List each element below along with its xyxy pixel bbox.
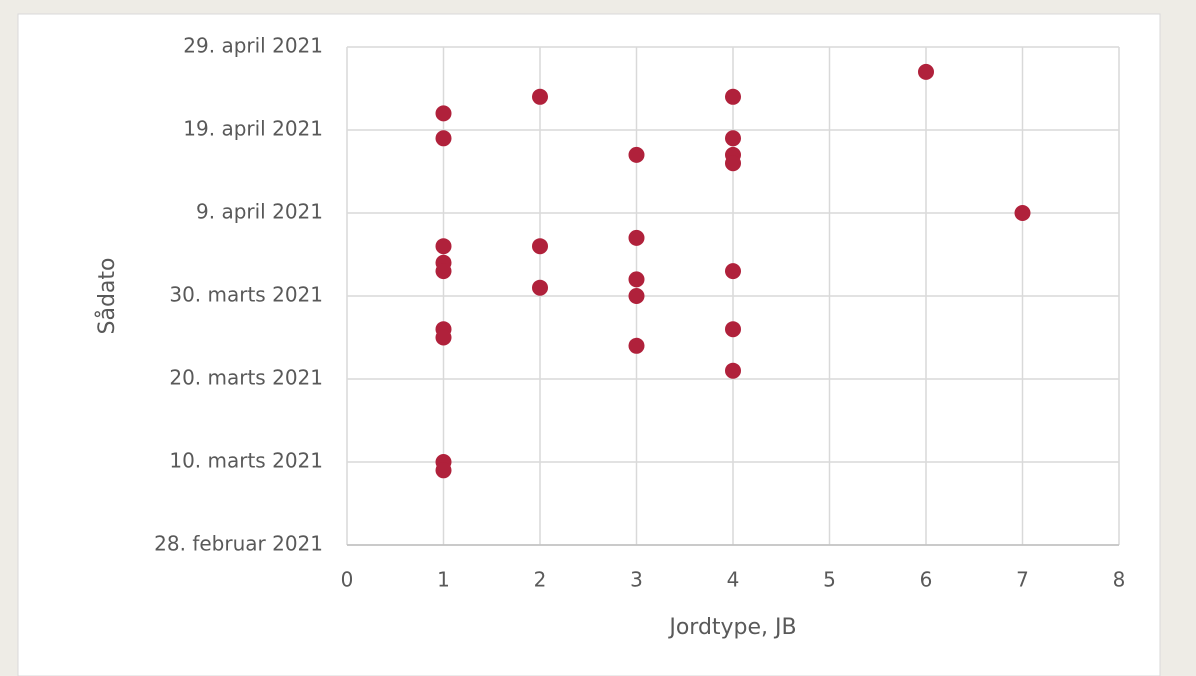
x-tick-label: 2 [534, 568, 547, 592]
data-point [435, 105, 452, 122]
x-tick-label: 5 [823, 568, 836, 592]
chart-area [17, 13, 1161, 676]
x-tick-label: 3 [630, 568, 643, 592]
y-tick-label: 10. marts 2021 [169, 449, 323, 473]
data-point [725, 263, 741, 280]
y-axis-title: Sådato [94, 258, 120, 335]
data-point [532, 279, 548, 296]
y-tick-label: 28. februar 2021 [154, 532, 323, 556]
data-point [435, 263, 452, 280]
data-point [628, 271, 645, 288]
data-point [628, 229, 645, 246]
data-point [435, 238, 452, 255]
data-point [628, 337, 645, 354]
data-point [725, 321, 741, 338]
data-point [532, 88, 548, 105]
data-point [918, 63, 934, 80]
data-point [532, 238, 548, 255]
y-tick-label: 19. april 2021 [183, 117, 323, 141]
x-tick-label: 6 [920, 568, 933, 592]
data-point [725, 362, 741, 379]
x-tick-label: 8 [1113, 568, 1126, 592]
x-tick-label: 7 [1016, 568, 1029, 592]
data-point [435, 462, 452, 479]
data-point [628, 288, 645, 304]
data-point [725, 155, 741, 172]
grid-layer [346, 46, 1120, 546]
data-point [1014, 205, 1031, 221]
x-tick-label: 4 [727, 568, 740, 592]
x-tick-label: 0 [341, 568, 354, 592]
data-point [435, 130, 452, 147]
data-point [628, 146, 645, 163]
x-axis-title: Jordtype, JB [667, 615, 796, 640]
data-point [725, 88, 741, 105]
y-tick-label: 9. april 2021 [196, 200, 323, 224]
y-tick-label: 20. marts 2021 [169, 366, 323, 390]
x-tick-label: 1 [437, 568, 450, 592]
data-point [435, 329, 452, 346]
y-tick-label: 29. april 2021 [183, 34, 323, 58]
y-tick-label: 30. marts 2021 [169, 283, 323, 307]
axes-layer: 28. februar 2021 10. marts 2021 20. marts … [154, 34, 1125, 592]
data-point [725, 130, 741, 147]
marks-layer [435, 63, 1031, 479]
